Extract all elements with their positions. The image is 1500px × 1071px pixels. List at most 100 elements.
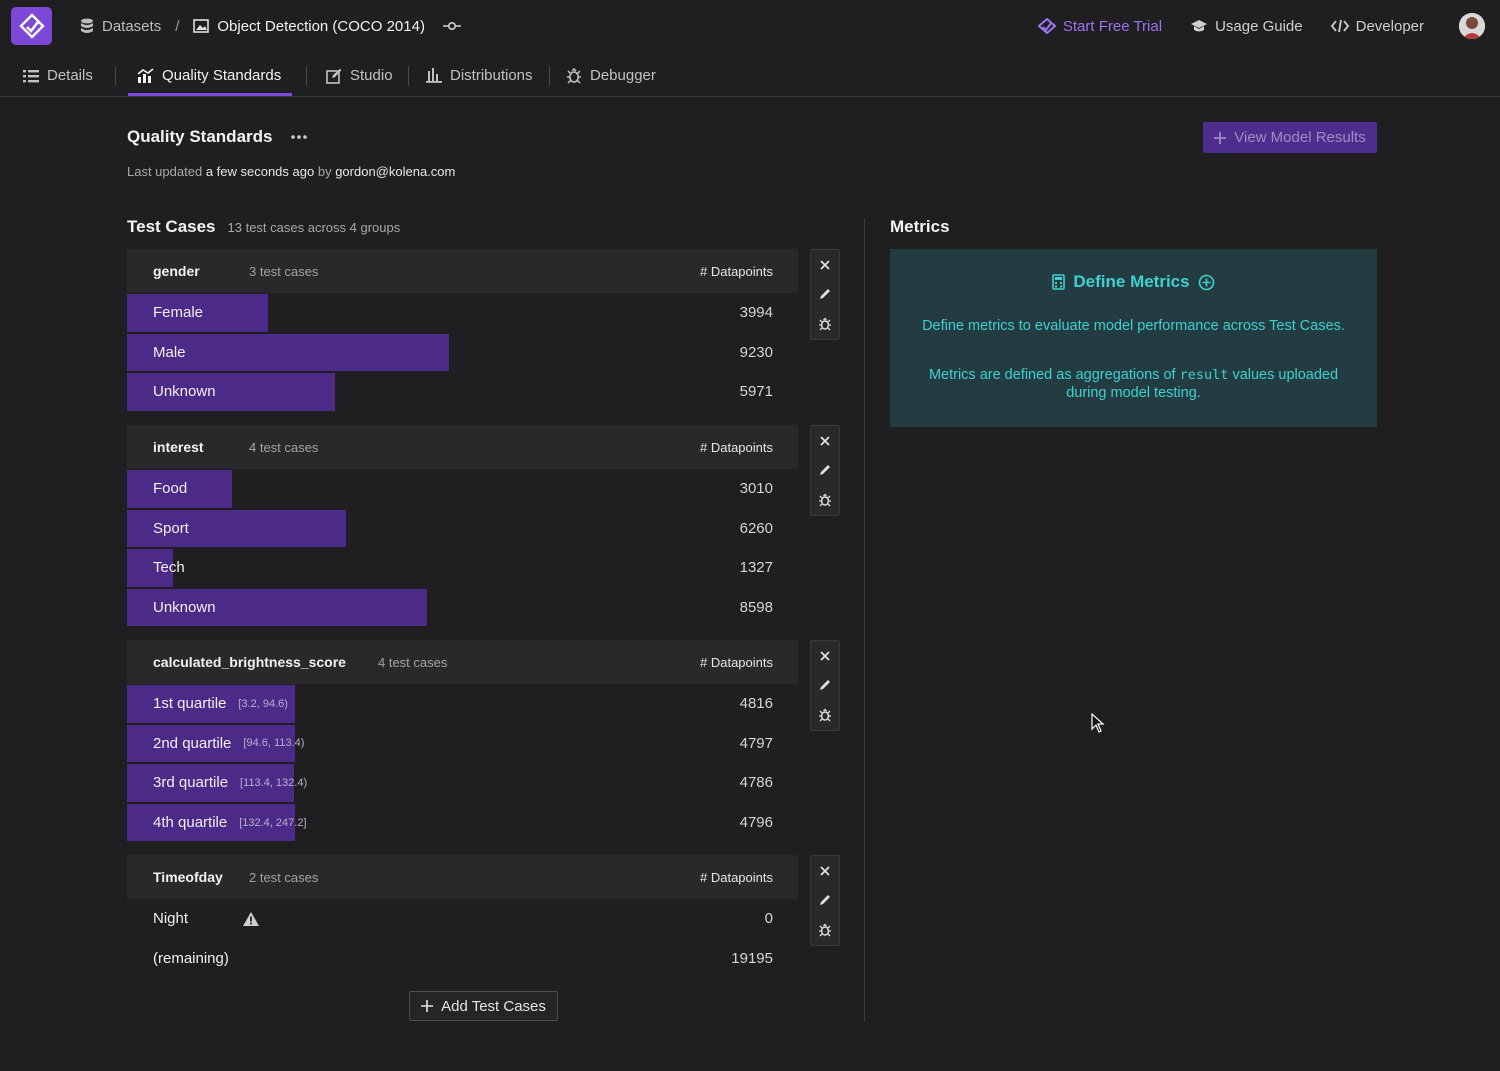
developer-link[interactable]: Developer [1330,17,1424,35]
metrics-explanation-code: result [1179,367,1229,383]
datapoint-count: 4796 [739,814,773,832]
tab-divider [115,66,116,86]
test-case-label-group: 2nd quartile [94.6, 113.4) [127,735,304,752]
group-actions [810,855,840,946]
edit-button[interactable] [811,280,839,310]
metrics-title: Metrics [890,217,950,236]
list-icon [23,69,39,82]
test-case-name: Unknown [153,599,216,617]
calculator-icon [1052,274,1066,290]
group-name: interest [153,439,204,455]
metrics-description: Define metrics to evaluate model perform… [922,318,1345,334]
tab-distributions-label: Distributions [450,67,533,84]
developer-label: Developer [1355,17,1424,35]
datapoints-column-header: # Datapoints [700,439,773,455]
datapoint-count: 8598 [739,599,773,617]
define-metrics-link[interactable]: Define Metrics [890,272,1377,292]
datapoints-bar [127,470,232,508]
test-case-row[interactable]: Food 3010 [127,469,798,509]
test-case-label-group: Night [127,910,260,927]
datapoint-count: 5971 [739,383,773,401]
test-case-name: Unknown [153,383,216,401]
test-case-row[interactable]: 2nd quartile [94.6, 113.4) 4797 [127,724,798,764]
debug-button[interactable] [811,915,839,945]
test-case-label-group: Sport [127,520,189,537]
commit-icon[interactable] [442,20,461,32]
test-case-label-group: 4th quartile [132.4, 247.2] [127,814,307,831]
test-case-row[interactable]: Unknown 8598 [127,588,798,628]
test-case-label-group: Tech [127,559,185,576]
test-case-row[interactable]: (remaining) 19195 [127,939,798,979]
close-icon [820,651,830,661]
bug-icon [819,708,831,722]
test-case-name: Food [153,480,188,498]
test-case-row[interactable]: Female 3994 [127,293,798,333]
view-model-results-button[interactable]: View Model Results [1203,122,1377,153]
kolena-logo[interactable] [11,7,52,45]
edit-button[interactable] [811,671,839,701]
test-case-group: Timeofday 2 test cases # Datapoints Night 0 (… [127,855,798,978]
start-free-trial-label: Start Free Trial [1062,17,1163,35]
group-header: interest 4 test cases # Datapoints [127,425,798,469]
define-metrics-label: Define Metrics [1073,272,1190,291]
test-case-row[interactable]: 3rd quartile [113.4, 132.4) 4786 [127,763,798,803]
pencil-icon [820,465,830,476]
group-test-case-count: 2 test cases [249,869,319,885]
mouse-cursor-icon [1091,713,1105,733]
delete-button[interactable] [811,641,839,671]
add-test-cases-button[interactable]: Add Test Cases [409,991,558,1021]
edit-button[interactable] [811,886,839,916]
breadcrumb-datasets-label: Datasets [102,17,162,35]
test-case-row[interactable]: 4th quartile [132.4, 247.2] 4796 [127,803,798,843]
debug-button[interactable] [811,485,839,515]
more-options-icon[interactable] [289,127,309,147]
avatar[interactable] [1459,13,1485,39]
datapoint-count: 4797 [739,734,773,752]
test-case-name: 2nd quartile [153,734,232,752]
delete-button[interactable] [811,856,839,886]
test-case-row[interactable]: Tech 1327 [127,548,798,588]
test-case-row[interactable]: Unknown 5971 [127,372,798,412]
tab-quality-standards[interactable]: Quality Standards [137,54,281,97]
breadcrumb-dataset[interactable]: Object Detection (COCO 2014) [193,18,425,35]
test-case-row[interactable]: Sport 6260 [127,509,798,549]
tab-debugger[interactable]: Debugger [566,54,656,97]
last-updated-by: by [317,164,332,179]
datapoint-count: 19195 [731,949,773,967]
delete-button[interactable] [811,250,839,280]
sparkle-icon [1037,18,1056,34]
tab-details[interactable]: Details [23,54,93,97]
group-header: Timeofday 2 test cases # Datapoints [127,855,798,899]
tab-studio[interactable]: Studio [326,54,393,97]
page-title: Quality Standards [127,127,273,146]
datapoints-bar [127,549,173,587]
usage-guide-link[interactable]: Usage Guide [1190,18,1303,35]
test-case-name: (remaining) [153,949,229,967]
group-name: gender [153,263,200,279]
last-updated: Last updated a few seconds ago by gordon… [127,164,455,179]
datapoints-bar [127,588,427,627]
datapoint-count: 4786 [739,774,773,792]
warning-icon [243,911,260,926]
edit-button[interactable] [811,456,839,486]
datapoints-bar [127,764,294,802]
breadcrumb-datasets[interactable]: Datasets [80,18,161,35]
test-case-range: [132.4, 247.2] [239,816,307,829]
metrics-explanation: Metrics are defined as aggregations of r… [910,366,1357,402]
test-case-row[interactable]: 1st quartile [3.2, 94.6) 4816 [127,684,798,724]
edit-icon [326,68,342,84]
test-case-row[interactable]: Male 9230 [127,333,798,373]
debug-button[interactable] [811,309,839,339]
datapoints-bar [127,685,295,723]
start-free-trial-link[interactable]: Start Free Trial [1037,17,1163,35]
close-icon [820,436,830,446]
debug-button[interactable] [811,700,839,730]
delete-button[interactable] [811,426,839,456]
metrics-panel: Define Metrics Define metrics to evaluat… [890,249,1377,427]
datapoints-bar [127,373,335,411]
tab-distributions[interactable]: Distributions [426,54,533,97]
test-case-row[interactable]: Night 0 [127,899,798,939]
datapoints-bar [127,294,268,332]
datapoints-bar [127,333,449,372]
last-updated-user: gordon@kolena.com [335,164,456,179]
